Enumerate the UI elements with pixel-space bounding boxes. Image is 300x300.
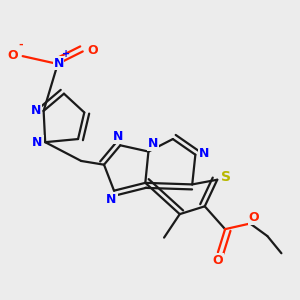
Text: N: N (148, 137, 158, 150)
Text: O: O (7, 49, 18, 62)
Text: O: O (249, 211, 259, 224)
Text: N: N (112, 130, 123, 143)
Text: N: N (31, 104, 41, 117)
Text: O: O (212, 254, 223, 267)
Text: N: N (53, 57, 64, 70)
Text: N: N (199, 147, 209, 160)
Text: O: O (87, 44, 98, 57)
Text: S: S (221, 170, 231, 184)
Text: +: + (62, 49, 70, 58)
Text: N: N (106, 193, 117, 206)
Text: -: - (19, 40, 23, 50)
Text: N: N (32, 136, 43, 149)
